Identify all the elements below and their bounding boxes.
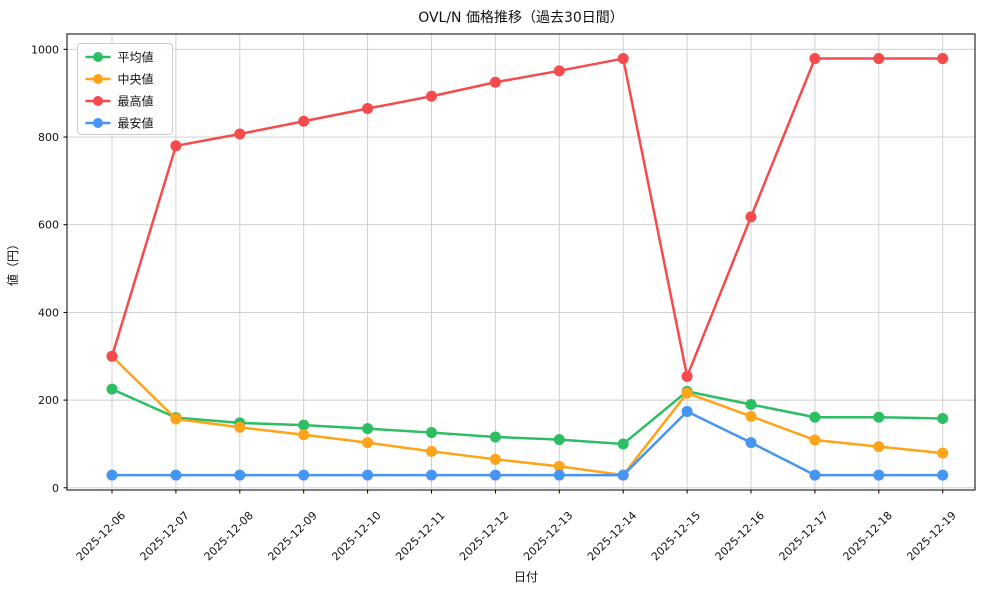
y-tick-label: 800 [38,131,59,144]
series-marker-2 [298,115,310,127]
chart-title: OVL/N 価格推移（過去30日間） [418,10,624,26]
series-marker-3 [489,469,501,481]
series-marker-3 [426,469,437,481]
plot-area [67,34,975,490]
series-marker-2 [553,65,565,77]
series-marker-3 [170,469,182,481]
series-marker-1 [489,453,501,465]
legend-item-label: 平均値 [118,50,154,65]
y-axis-label: 値（円） [5,238,20,286]
series-marker-0 [937,413,949,425]
series-marker-3 [809,469,821,481]
data-series [106,53,949,481]
series-marker-2 [873,53,885,65]
series-marker-0 [745,399,757,410]
series-marker-1 [298,429,310,441]
series-marker-1 [809,434,821,446]
legend-item-label: 最安値 [118,116,154,131]
series-marker-0 [489,431,501,443]
legend-marker [93,74,103,84]
series-marker-2 [170,140,182,152]
series-marker-1 [937,447,949,459]
series-marker-3 [106,469,118,481]
series-marker-2 [681,370,693,382]
series-marker-2 [745,211,757,223]
series-marker-3 [234,469,246,481]
y-tick-label: 200 [38,394,59,407]
series-marker-3 [873,469,885,481]
y-tick-label: 400 [38,306,59,319]
series-marker-1 [681,387,693,399]
series-marker-0 [553,434,565,446]
plot-border [66,33,976,491]
y-tick-label: 600 [38,219,59,232]
series-marker-2 [937,53,949,65]
series-line-3 [112,410,943,477]
series-marker-1 [170,413,182,425]
series-marker-2 [426,90,437,102]
x-axis-label: 日付 [514,570,538,584]
legend-item-label: 中央値 [118,72,154,87]
series-marker-2 [234,128,246,140]
series-marker-1 [873,441,885,453]
legend-marker [93,96,103,106]
series-marker-2 [362,103,374,115]
series-marker-1 [234,421,246,433]
series-marker-0 [809,411,821,423]
y-tick-label: 1000 [31,43,59,56]
series-marker-3 [745,437,757,449]
series-marker-1 [426,445,437,457]
series-line-1 [111,355,943,477]
series-marker-3 [617,469,629,481]
series-marker-1 [362,437,374,449]
legend-item-label: 最高値 [118,94,154,109]
series-marker-0 [873,411,885,423]
legend-marker [93,118,103,128]
series-line-0 [111,388,943,446]
series-marker-3 [681,406,693,418]
series-marker-2 [489,76,501,88]
series-line-2 [110,57,943,378]
legend-box [77,43,173,135]
series-marker-3 [362,469,374,481]
series-marker-2 [809,53,821,65]
y-tick-label: 0 [52,482,59,495]
series-marker-0 [426,427,437,439]
series-marker-2 [106,350,118,362]
series-marker-3 [298,469,310,481]
series-marker-0 [617,438,629,450]
series-marker-0 [298,419,310,431]
series-marker-1 [745,410,757,422]
series-marker-2 [617,53,629,65]
series-marker-3 [553,469,565,481]
series-marker-3 [937,469,949,481]
legend-marker [93,52,103,62]
series-marker-1 [553,460,565,472]
series-marker-0 [362,423,374,435]
series-marker-0 [106,383,118,395]
